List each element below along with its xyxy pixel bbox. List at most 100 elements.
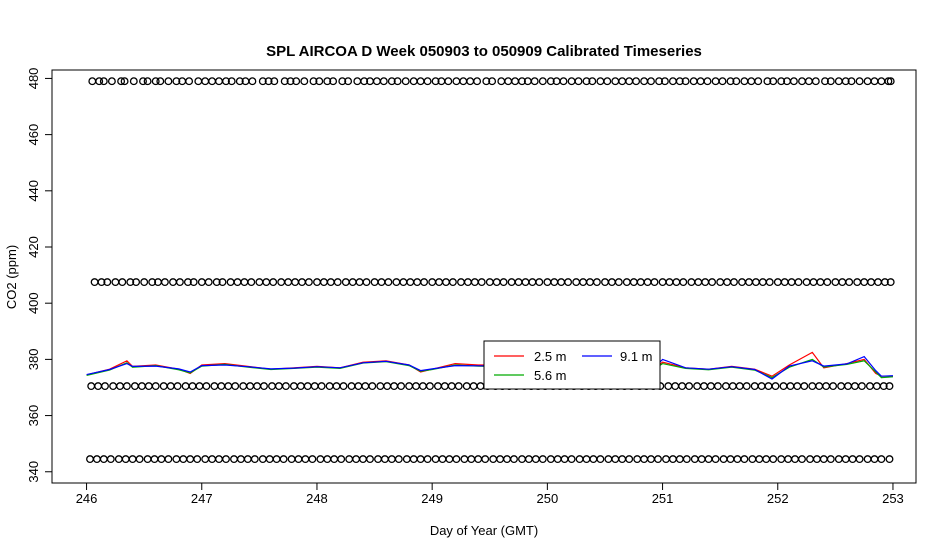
- calibration-point: [420, 278, 429, 287]
- calibration-point: [309, 77, 318, 86]
- calibration-point: [777, 455, 786, 464]
- calibration-point: [99, 455, 108, 464]
- calibration-point: [879, 382, 888, 391]
- calibration-point: [543, 278, 552, 287]
- calibration-point: [618, 455, 627, 464]
- calibration-point: [867, 278, 876, 287]
- calibration-point: [201, 455, 210, 464]
- calibration-point: [173, 382, 182, 391]
- calibration-point: [769, 455, 778, 464]
- calibration-point: [231, 382, 240, 391]
- calibration-point: [279, 455, 288, 464]
- calibration-point: [779, 382, 788, 391]
- calibration-point: [103, 278, 112, 287]
- calibration-point: [444, 77, 453, 86]
- calibration-point: [521, 278, 530, 287]
- calibration-point: [769, 77, 778, 86]
- calibration-point: [538, 455, 547, 464]
- calibration-point: [546, 455, 555, 464]
- calibration-point: [406, 278, 415, 287]
- calibration-point: [188, 382, 197, 391]
- calibration-point: [250, 455, 259, 464]
- calibration-point: [462, 382, 471, 391]
- calibration-point: [481, 455, 490, 464]
- calibration-point: [392, 278, 401, 287]
- calibration-point: [160, 278, 169, 287]
- calibration-point: [844, 382, 852, 391]
- calibration-point: [704, 455, 713, 464]
- calibration-point: [672, 278, 681, 287]
- calibration-point: [633, 455, 642, 464]
- calibration-point: [834, 77, 843, 86]
- calibration-point: [353, 77, 362, 86]
- calibration-point: [296, 382, 305, 391]
- calibration-point: [339, 382, 348, 391]
- calibration-point: [109, 382, 118, 391]
- x-tick-label: 249: [421, 491, 443, 506]
- calibration-point: [625, 77, 634, 86]
- calibration-point: [668, 455, 677, 464]
- x-tick-label: 248: [306, 491, 328, 506]
- calibration-point: [567, 455, 576, 464]
- calibration-point: [745, 278, 753, 287]
- calibration-point: [755, 455, 764, 464]
- calibration-point: [332, 382, 341, 391]
- x-tick-label: 247: [191, 491, 213, 506]
- calibration-point: [118, 278, 127, 287]
- calibration-point: [806, 455, 814, 464]
- calibration-point: [352, 455, 361, 464]
- calibration-point: [431, 455, 440, 464]
- calibration-point: [215, 455, 223, 464]
- calibration-point: [151, 77, 160, 86]
- calibration-point: [433, 382, 442, 391]
- calibration-point: [690, 455, 699, 464]
- calibration-point: [853, 278, 862, 287]
- calibration-point: [151, 382, 160, 391]
- calibration-point: [473, 77, 482, 86]
- calibration-point: [643, 278, 652, 287]
- x-axis: 246 247 248 249 250 251 252 253: [76, 482, 904, 506]
- calibration-point: [264, 77, 273, 86]
- calibration-point: [330, 455, 339, 464]
- calibration-point: [693, 382, 702, 391]
- calibration-point: [310, 382, 319, 391]
- calibration-point: [300, 77, 309, 86]
- calibration-point: [222, 77, 230, 86]
- y-tick-label: 460: [26, 124, 41, 146]
- calibration-point: [204, 278, 213, 287]
- calibration-point: [347, 382, 356, 391]
- calibration-point: [107, 77, 116, 86]
- calibration-point: [514, 278, 523, 287]
- calibration-point: [809, 278, 818, 287]
- calibration-point: [193, 455, 202, 464]
- calibration-point: [780, 278, 789, 287]
- calibration-point: [681, 77, 690, 86]
- calibration-point: [696, 77, 705, 86]
- calibration-point: [601, 278, 609, 287]
- calibration-point: [614, 278, 623, 287]
- calibration-point: [640, 455, 649, 464]
- calibration-point: [535, 278, 544, 287]
- calibration-point: [678, 382, 687, 391]
- calibration-point: [460, 455, 469, 464]
- calibration-point: [402, 455, 411, 464]
- calibration-point: [589, 455, 598, 464]
- calibration-point: [137, 382, 146, 391]
- calibration-point: [747, 77, 756, 86]
- calibration-point: [603, 77, 612, 86]
- calibration-point: [607, 278, 616, 287]
- calibration-point: [253, 382, 262, 391]
- calibration-point: [445, 455, 454, 464]
- calibration-point: [117, 77, 126, 86]
- calibration-point: [360, 77, 369, 86]
- calibration-point: [870, 77, 879, 86]
- calibration-point: [377, 278, 386, 287]
- calibration-point: [575, 455, 584, 464]
- calibration-point: [694, 278, 703, 287]
- calibration-point: [786, 382, 795, 391]
- calibration-point: [811, 77, 820, 86]
- calibration-point: [405, 382, 414, 391]
- calibration-point: [671, 382, 680, 391]
- calibration-point: [848, 455, 857, 464]
